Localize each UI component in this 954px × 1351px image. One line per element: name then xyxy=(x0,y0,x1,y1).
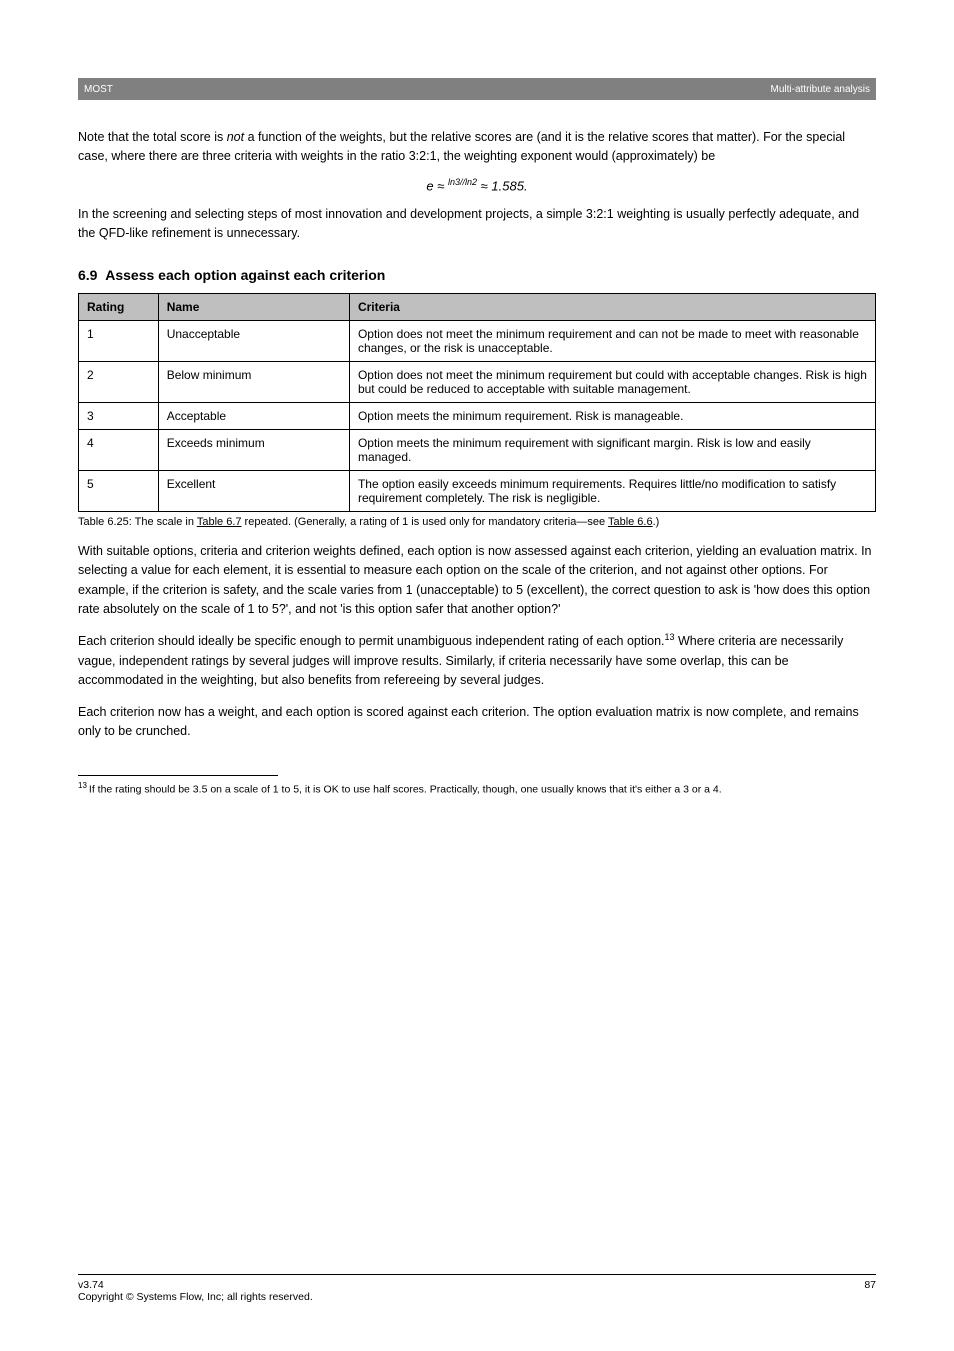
footer-copyright: Copyright © Systems Flow, Inc; all right… xyxy=(78,1291,313,1303)
caption-link2[interactable]: Table 6.6 xyxy=(608,516,653,528)
intro-p1a: Note that the total score is xyxy=(78,130,227,144)
footnote-rule xyxy=(78,775,278,776)
section-num: 6.9 xyxy=(78,267,97,283)
td-name: Below minimum xyxy=(158,361,349,402)
body-p2: Each criterion should ideally be specifi… xyxy=(78,631,876,690)
formula-den: /ln2 xyxy=(463,177,478,187)
caption-link1[interactable]: Table 6.7 xyxy=(197,516,242,528)
caption-b: repeated. (Generally, a rating of 1 is u… xyxy=(242,516,608,528)
formula-tail: ≈ 1.585. xyxy=(477,178,528,193)
header-bar: MOST Multi-attribute analysis xyxy=(78,78,876,100)
formula: e ≈ ln3//ln2 ≈ 1.585. xyxy=(78,176,876,196)
td-desc: The option easily exceeds minimum requir… xyxy=(349,470,875,511)
section-title-text: Assess each option against each criterio… xyxy=(105,267,385,283)
table-header-row: Rating Name Criteria xyxy=(79,293,876,320)
td-name: Exceeds minimum xyxy=(158,429,349,470)
td-rating: 2 xyxy=(79,361,159,402)
footnote-number: 13 xyxy=(78,781,87,790)
th-rating: Rating xyxy=(79,293,159,320)
td-name: Excellent xyxy=(158,470,349,511)
td-name: Unacceptable xyxy=(158,320,349,361)
td-rating: 1 xyxy=(79,320,159,361)
table-body: 1UnacceptableOption does not meet the mi… xyxy=(79,320,876,511)
table-row: 5ExcellentThe option easily exceeds mini… xyxy=(79,470,876,511)
td-desc: Option meets the minimum requirement. Ri… xyxy=(349,402,875,429)
section-heading: 6.9 Assess each option against each crit… xyxy=(78,267,876,283)
td-desc: Option meets the minimum requirement wit… xyxy=(349,429,875,470)
table-row: 4Exceeds minimumOption meets the minimum… xyxy=(79,429,876,470)
body-p3: Each criterion now has a weight, and eac… xyxy=(78,703,876,742)
header-left: MOST xyxy=(84,84,113,95)
page-container: MOST Multi-attribute analysis Note that … xyxy=(0,0,954,798)
footer-left: v3.74 Copyright © Systems Flow, Inc; all… xyxy=(78,1279,816,1303)
th-name: Name xyxy=(158,293,349,320)
td-name: Acceptable xyxy=(158,402,349,429)
footer-page: 87 xyxy=(816,1279,876,1291)
intro-section: Note that the total score is not a funct… xyxy=(78,128,876,243)
td-rating: 3 xyxy=(79,402,159,429)
table-caption: Table 6.25: The scale in Table 6.7 repea… xyxy=(78,516,876,528)
formula-num: ln3 xyxy=(448,177,460,187)
td-desc: Option does not meet the minimum require… xyxy=(349,320,875,361)
caption-c: .) xyxy=(653,516,660,528)
td-rating: 4 xyxy=(79,429,159,470)
formula-e: e ≈ xyxy=(426,178,448,193)
formula-frac: ln3//ln2 xyxy=(448,177,477,187)
table-row: 3AcceptableOption meets the minimum requ… xyxy=(79,402,876,429)
header-right: Multi-attribute analysis xyxy=(771,84,870,95)
intro-p1-em: not xyxy=(227,130,244,144)
intro-p2: In the screening and selecting steps of … xyxy=(78,205,876,243)
page-footer: v3.74 Copyright © Systems Flow, Inc; all… xyxy=(78,1274,876,1303)
td-desc: Option does not meet the minimum require… xyxy=(349,361,875,402)
intro-p1: Note that the total score is not a funct… xyxy=(78,128,876,166)
criteria-table: Rating Name Criteria 1UnacceptableOption… xyxy=(78,293,876,512)
footnote-marker[interactable]: 13 xyxy=(665,632,675,642)
footnote-text: If the rating should be 3.5 on a scale o… xyxy=(89,784,722,796)
footer-version: v3.74 xyxy=(78,1279,104,1291)
table-row: 2Below minimumOption does not meet the m… xyxy=(79,361,876,402)
td-rating: 5 xyxy=(79,470,159,511)
table-row: 1UnacceptableOption does not meet the mi… xyxy=(79,320,876,361)
th-criteria: Criteria xyxy=(349,293,875,320)
body-p2a: Each criterion should ideally be specifi… xyxy=(78,634,665,648)
body-text: With suitable options, criteria and crit… xyxy=(78,542,876,742)
caption-a: Table 6.25: The scale in xyxy=(78,516,197,528)
body-p1: With suitable options, criteria and crit… xyxy=(78,542,876,620)
footnote: 13If the rating should be 3.5 on a scale… xyxy=(78,780,876,797)
